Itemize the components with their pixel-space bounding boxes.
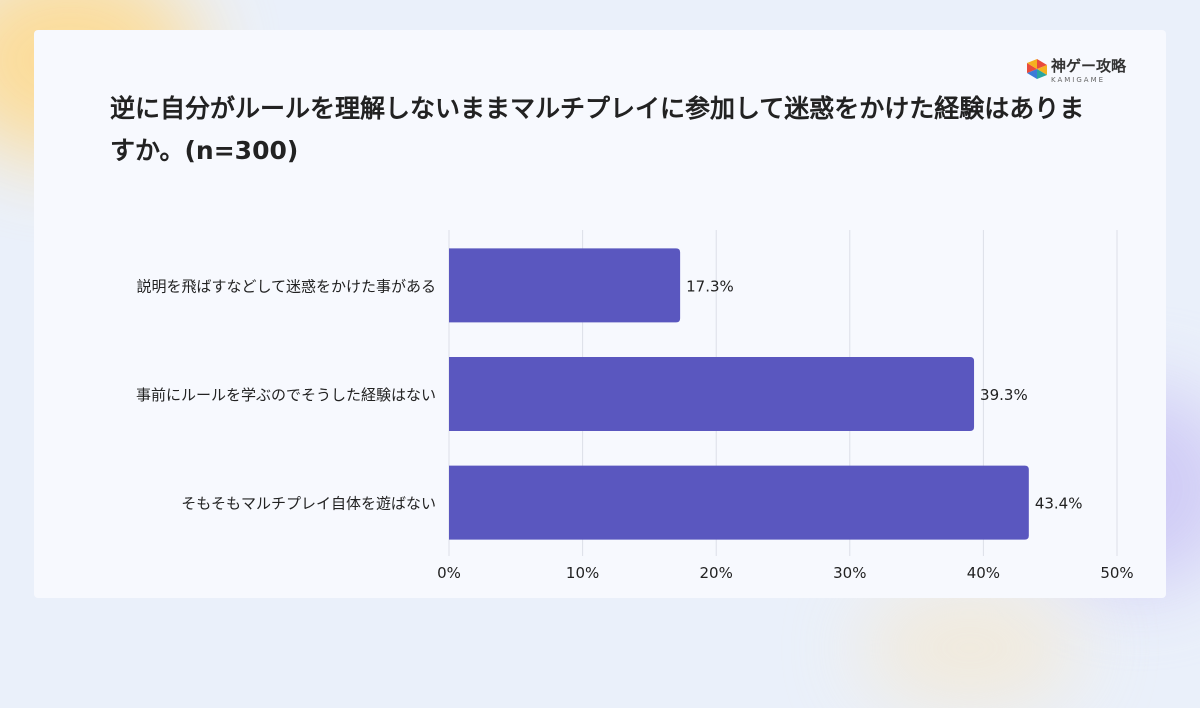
category-label: 事前にルールを学ぶのでそうした経験はない (136, 386, 436, 404)
x-tick-label: 10% (566, 564, 599, 582)
chart-title: 逆に自分がルールを理解しないままマルチプレイに参加して迷惑をかけた経験はあります… (110, 94, 1085, 165)
x-tick-label: 0% (437, 564, 461, 582)
x-tick-label: 30% (833, 564, 866, 582)
bar (449, 357, 975, 431)
bars (449, 248, 1029, 540)
brand-logo-icon (1027, 59, 1047, 79)
brand-name: 神ゲー攻略 (1051, 57, 1127, 75)
category-label: 説明を飛ばすなどして迷惑をかけた事がある (136, 277, 436, 295)
bar-value-label: 43.4% (1035, 495, 1083, 513)
category-label: そもそもマルチプレイ自体を遊ばない (181, 495, 436, 513)
bar (449, 248, 681, 323)
x-tick-label: 40% (967, 564, 1000, 582)
brand-subtitle: KAMIGAME (1051, 76, 1106, 84)
x-tick-label: 50% (1100, 564, 1133, 582)
bar-chart: 0% 10% 20% 30% 40% 50% 17.3% 説明を飛ばすなどして迷惑をかけた事が… (136, 230, 1134, 582)
bar (449, 465, 1029, 540)
labels: 0% 10% 20% 30% 40% 50% 17.3% 説明を飛ばすなどして迷惑をかけた事が… (136, 277, 1134, 582)
x-tick-label: 20% (700, 564, 733, 582)
bar-value-label: 39.3% (980, 386, 1028, 404)
bar-value-label: 17.3% (686, 277, 734, 295)
